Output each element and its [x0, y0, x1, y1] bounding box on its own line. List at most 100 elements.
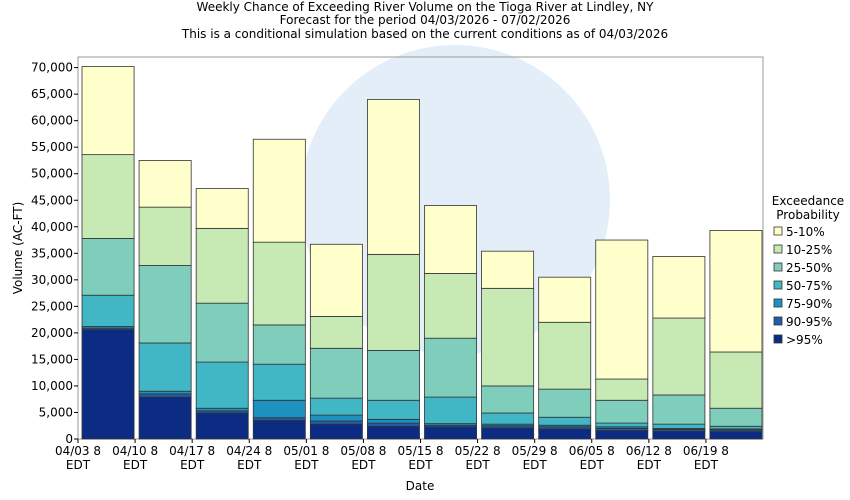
bar-segment	[138, 393, 192, 398]
bar-segment	[652, 423, 706, 429]
x-tick-label: 06/05 8 EDT	[568, 444, 615, 472]
bar-segment	[252, 324, 306, 365]
bar-segment	[538, 276, 592, 323]
bar-segment	[367, 425, 420, 440]
bar-segment	[138, 160, 192, 208]
bar-segment	[424, 426, 477, 440]
legend-label: 25-50%	[786, 261, 832, 275]
y-tick-label: 35,000	[31, 246, 73, 260]
x-tick-label: 04/17 8 EDT	[169, 444, 216, 472]
bar-segment	[652, 394, 706, 425]
bar-segment	[367, 418, 420, 424]
y-tick-label: 70,000	[31, 61, 73, 75]
x-tick-label: 04/24 8 EDT	[226, 444, 273, 472]
bar-segment	[481, 287, 535, 387]
legend-swatch	[773, 316, 783, 326]
bar-segment	[595, 399, 649, 424]
x-tick-label: 06/12 8 EDT	[625, 444, 672, 472]
legend-swatch	[773, 244, 783, 254]
bar-segment	[481, 385, 535, 414]
bar-segment	[195, 227, 249, 304]
bar-segment	[652, 430, 706, 440]
legend-swatch	[773, 334, 783, 344]
bar-segment	[81, 329, 135, 440]
y-tick-label: 5,000	[39, 405, 73, 419]
bar-segment	[595, 378, 649, 401]
bar-segment	[195, 302, 249, 363]
chart-subtitle: Forecast for the period 04/03/2026 - 07/…	[280, 13, 571, 27]
y-tick-label: 10,000	[31, 379, 73, 393]
bar-segment	[81, 294, 135, 327]
legend-label: >95%	[786, 333, 823, 347]
bar-segment	[81, 238, 135, 296]
bar-segment	[595, 239, 649, 380]
legend-swatch	[773, 226, 783, 236]
bar-segment	[595, 430, 649, 440]
bar-segment	[81, 66, 135, 156]
y-tick-label: 0	[65, 432, 73, 446]
bar-segment	[709, 431, 763, 440]
bar-segment	[424, 273, 477, 339]
bar-segment	[138, 396, 192, 440]
bar-segment	[481, 412, 535, 425]
bar-segment	[538, 321, 592, 390]
bar-segment	[309, 397, 363, 416]
x-tick-label: 05/15 8 EDT	[397, 444, 444, 472]
x-tick-label: 05/08 8 EDT	[340, 444, 387, 472]
bar-segment	[309, 243, 363, 317]
bar-segment	[367, 399, 420, 420]
y-tick-label: 65,000	[31, 87, 73, 101]
bar-segment	[367, 253, 420, 351]
chart-note: This is a conditional simulation based o…	[181, 27, 668, 41]
x-tick-label: 04/10 8 EDT	[112, 444, 159, 472]
bar-segment	[81, 154, 135, 239]
y-tick-label: 15,000	[31, 352, 73, 366]
bar-segment	[252, 420, 306, 440]
bar-segment	[252, 363, 306, 401]
legend-label: 10-25%	[786, 243, 832, 257]
bar-segment	[538, 428, 592, 440]
bar-segment	[195, 412, 249, 440]
y-tick-label: 55,000	[31, 140, 73, 154]
bar-segment	[367, 349, 420, 401]
legend-label: 50-75%	[786, 279, 832, 293]
legend-label: 5-10%	[786, 225, 825, 239]
x-tick-label: 06/19 8 EDT	[682, 444, 729, 472]
bar-segment	[309, 423, 363, 440]
bar-segment	[138, 265, 192, 344]
bar-segment	[424, 337, 477, 398]
bar-segment	[709, 407, 763, 427]
chart-title: Weekly Chance of Exceeding River Volume …	[197, 0, 655, 14]
x-axis-label: Date	[406, 479, 435, 493]
bar-segment	[538, 388, 592, 418]
legend-swatch	[773, 280, 783, 290]
bar-segment	[138, 342, 192, 392]
bar-segment	[195, 188, 249, 229]
y-axis-label: Volume (AC-FT)	[11, 202, 25, 295]
legend-label: 75-90%	[786, 297, 832, 311]
bar-segment	[309, 316, 363, 349]
y-tick-label: 60,000	[31, 114, 73, 128]
bar-segment	[367, 422, 420, 427]
bar-segment	[309, 420, 363, 425]
bar-segment	[595, 422, 649, 428]
bar-segment	[252, 241, 306, 326]
x-tick-label: 05/29 8 EDT	[511, 444, 558, 472]
bar-segment	[481, 427, 535, 440]
bar-segment	[367, 99, 420, 255]
y-tick-label: 30,000	[31, 273, 73, 287]
x-tick-label: 04/03 8 EDT	[54, 444, 102, 472]
bar-segment	[709, 351, 763, 409]
bar-segment	[252, 399, 306, 419]
bar-segment	[424, 396, 477, 425]
bar-segment	[309, 414, 363, 422]
y-tick-label: 50,000	[31, 167, 73, 181]
bar-segment	[481, 250, 535, 289]
bar-segment	[309, 347, 363, 399]
bar-segment	[424, 205, 477, 274]
y-tick-label: 20,000	[31, 326, 73, 340]
bar-segment	[538, 416, 592, 426]
bar-segment	[652, 256, 706, 319]
